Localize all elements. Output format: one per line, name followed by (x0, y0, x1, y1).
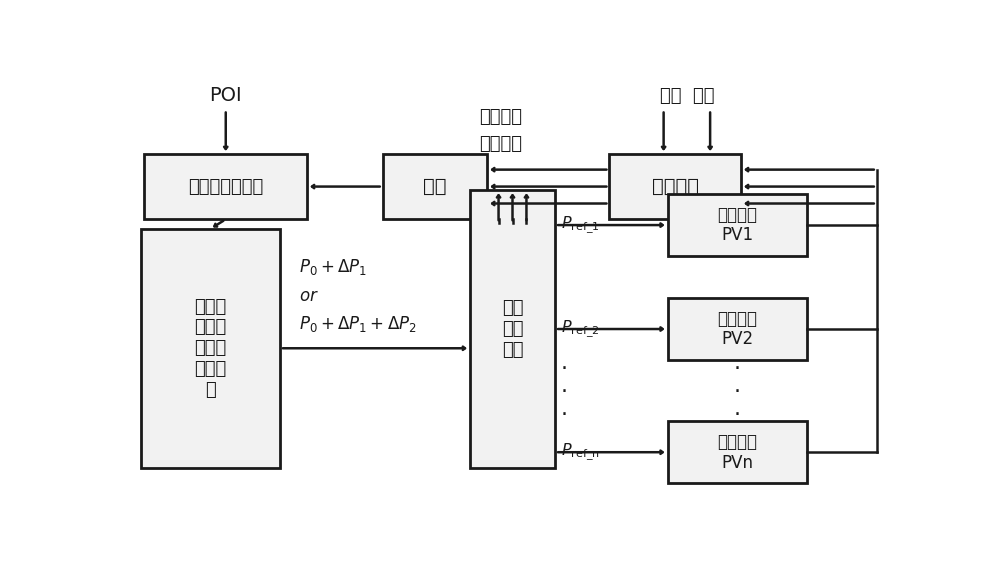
FancyBboxPatch shape (668, 194, 807, 256)
Text: $P_0+\Delta P_1$: $P_0+\Delta P_1$ (299, 257, 367, 277)
Text: $P_{\rm ref\_1}$: $P_{\rm ref\_1}$ (561, 214, 599, 236)
FancyBboxPatch shape (668, 298, 807, 360)
Text: 功率
分配
算法: 功率 分配 算法 (502, 299, 523, 359)
Text: 计算功率预设值: 计算功率预设值 (188, 178, 263, 195)
Text: ·
·
·: · · · (734, 359, 741, 425)
Text: $P_{\rm ref\_2}$: $P_{\rm ref\_2}$ (561, 319, 599, 340)
FancyBboxPatch shape (140, 229, 280, 468)
FancyBboxPatch shape (668, 421, 807, 483)
Text: 功率预测: 功率预测 (652, 177, 699, 196)
Text: $P_0+\Delta P_1+\Delta P_2$: $P_0+\Delta P_1+\Delta P_2$ (299, 313, 417, 333)
Text: $or$: $or$ (299, 287, 319, 305)
Text: 动态信息: 动态信息 (479, 135, 522, 153)
Text: 光照  温度: 光照 温度 (660, 87, 714, 105)
Text: POI: POI (209, 86, 242, 105)
Text: 一次调
频与二
次调频
协调控
制: 一次调 频与二 次调频 协调控 制 (194, 297, 226, 399)
FancyBboxPatch shape (144, 154, 307, 219)
Text: $P_{\rm ref\_n}$: $P_{\rm ref\_n}$ (561, 442, 599, 463)
FancyBboxPatch shape (609, 154, 741, 219)
Text: 光伏阵列
PV1: 光伏阵列 PV1 (717, 206, 757, 245)
FancyBboxPatch shape (383, 154, 487, 219)
FancyBboxPatch shape (470, 190, 555, 468)
Text: 光伏阵列
PVn: 光伏阵列 PVn (717, 433, 757, 472)
Text: 光伏阵列: 光伏阵列 (479, 108, 522, 126)
Text: ·
·
·: · · · (561, 359, 568, 425)
Text: 光伏阵列
PV2: 光伏阵列 PV2 (717, 309, 757, 348)
Text: 求和: 求和 (423, 177, 447, 196)
